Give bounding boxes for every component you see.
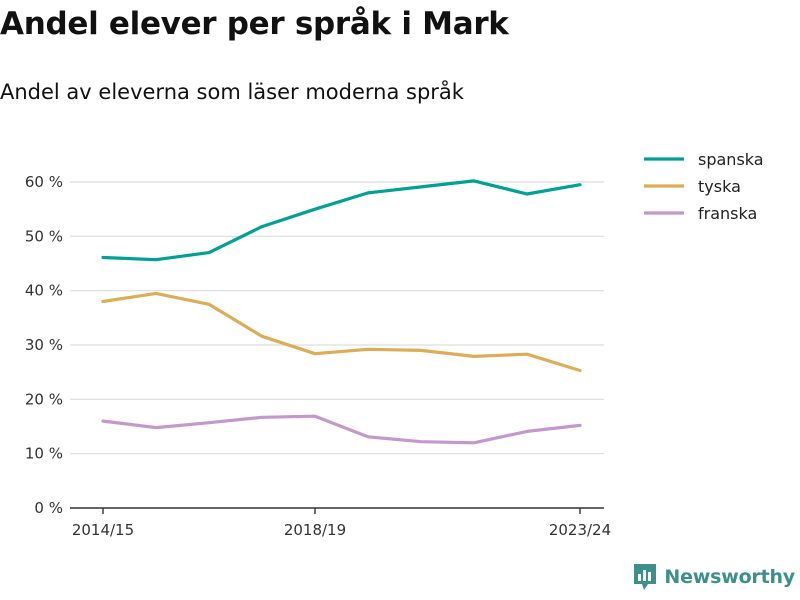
y-tick-label: 10 % [25,445,63,463]
legend-label-franska: franska [698,204,757,223]
series-lines [101,179,582,445]
grid-lines [70,181,604,455]
axes: 0 % 10 % 20 % 30 % 40 % 50 % 60 % 2014/15 2018/1… [25,173,611,539]
y-tick-label: 40 % [25,282,63,300]
series-line-franska [101,414,582,445]
x-tick-label: 2018/19 [284,521,346,539]
chart-title: Andel elever per språk i Mark [0,6,509,42]
y-tick-label: 30 % [25,336,63,354]
series-line-tyska [101,291,582,373]
y-tick-label: 50 % [25,227,63,245]
y-tick-label: 60 % [25,173,63,191]
y-tick-label: 20 % [25,390,63,408]
x-tick-label: 2023/24 [549,521,611,539]
legend: spanska tyska franska [644,150,764,223]
series-line-spanska [101,179,582,262]
y-tick-label: 0 % [34,499,63,517]
chart-subtitle: Andel av eleverna som läser moderna språ… [0,80,464,104]
newsworthy-logo-text: Newsworthy [664,566,795,588]
legend-label-spanska: spanska [698,150,764,169]
x-tick-label: 2014/15 [72,521,134,539]
newsworthy-logo-icon [634,564,657,590]
legend-label-tyska: tyska [698,177,741,196]
newsworthy-logo: Newsworthy [632,562,795,592]
